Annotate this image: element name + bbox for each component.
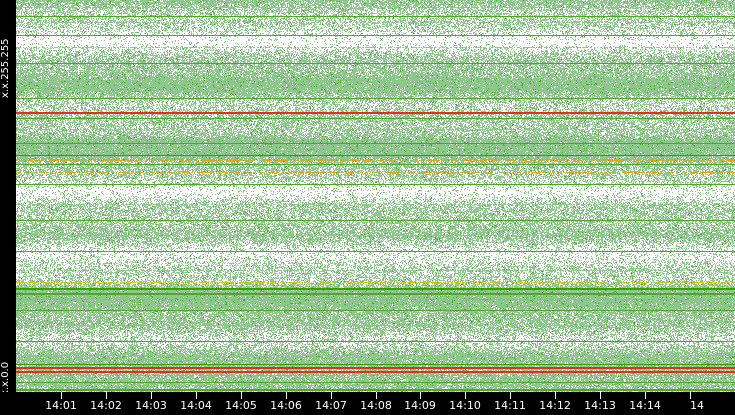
x-axis-tick (151, 392, 152, 399)
x-axis-tick-label: 14:11 (494, 399, 526, 412)
x-axis-tick-label: 14:04 (180, 399, 212, 412)
y-axis-label-bottom: x.x.0.0 (0, 361, 11, 396)
x-axis-tick-label: 14:10 (449, 399, 481, 412)
x-axis-tick (420, 392, 421, 399)
x-axis-tick-label: 14:07 (315, 399, 347, 412)
scatter-plot-area (16, 0, 735, 392)
y-axis-label-top: x.x.255.255 (0, 38, 11, 98)
x-axis-tick-label: 14:08 (360, 399, 392, 412)
x-axis-tick-label: 14:12 (539, 399, 571, 412)
x-axis-tick (690, 392, 691, 399)
x-axis-tick (61, 392, 62, 399)
x-axis-tick-label: 14:03 (135, 399, 167, 412)
x-axis-tick (465, 392, 466, 399)
x-axis-tick-label: 14:09 (404, 399, 436, 412)
x-axis-tick-label: 14:05 (225, 399, 257, 412)
x-axis-tick-label: 14 (690, 399, 704, 412)
x-axis-tick (510, 392, 511, 399)
x-axis-tick (331, 392, 332, 399)
x-axis: 14:01 14:02 14:03 14:04 14:05 14:06 14:07 14:08… (0, 392, 735, 415)
traffic-scatter-canvas (16, 0, 735, 392)
x-axis-tick (645, 392, 646, 399)
x-axis-tick (555, 392, 556, 399)
x-axis-tick-label: 14:01 (45, 399, 77, 412)
x-axis-tick (600, 392, 601, 399)
x-axis-tick-label: 14:06 (270, 399, 302, 412)
x-axis-tick (196, 392, 197, 399)
x-axis-tick-label: 14:13 (584, 399, 616, 412)
x-axis-tick-label: 14:14 (629, 399, 661, 412)
x-axis-tick-label: 14:02 (90, 399, 122, 412)
x-axis-tick (376, 392, 377, 399)
x-axis-tick (286, 392, 287, 399)
x-axis-tick (241, 392, 242, 399)
x-axis-tick (106, 392, 107, 399)
